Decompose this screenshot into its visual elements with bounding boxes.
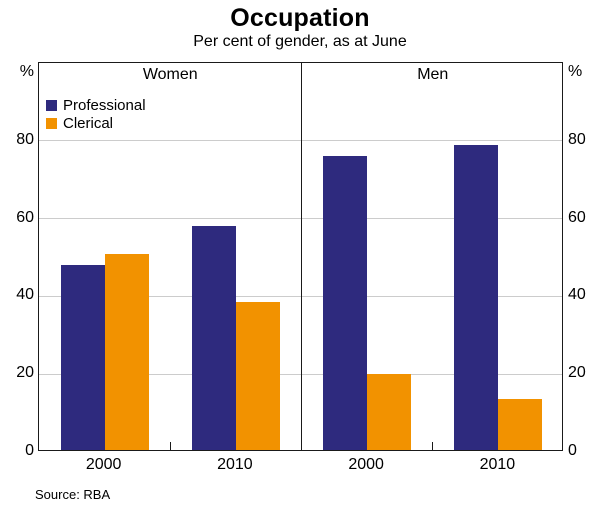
gridline-40	[39, 295, 562, 297]
x-axis-label-men-2010: 2010	[479, 456, 516, 473]
x-axis-label-women-2000: 2000	[85, 456, 122, 473]
y-axis-label-right-80: 80	[568, 130, 586, 148]
y-axis-label-right-60: 60	[568, 208, 586, 226]
plot-area: Women Men	[38, 62, 563, 451]
panel-label-women: Women	[142, 66, 198, 83]
gridline-20	[39, 373, 562, 375]
y-axis-label-left-40: 40	[16, 286, 34, 304]
panel-divider	[301, 63, 302, 450]
x-axis-label-men-2000: 2000	[348, 456, 384, 473]
bar-men-2000-clerical	[367, 374, 412, 450]
chart-title: Occupation	[230, 4, 370, 32]
legend-label-clerical: Clerical	[63, 114, 114, 132]
chart-subtitle: Per cent of gender, as at June	[193, 33, 407, 50]
y-axis-label-left-0: 0	[25, 442, 34, 459]
legend: Professional Clerical	[46, 96, 146, 132]
legend-item-clerical: Clerical	[46, 114, 146, 132]
bar-men-2000-professional	[323, 156, 368, 450]
y-axis-unit-left: %	[19, 63, 34, 80]
gridline-60	[39, 218, 562, 220]
x-axis-label-women-2010: 2010	[217, 456, 253, 473]
bar-women-2010-professional	[191, 226, 236, 450]
x-axis-tick	[169, 442, 171, 450]
y-axis-label-right-0: 0	[568, 442, 577, 459]
gridline-80	[39, 140, 562, 142]
x-axis-tick	[432, 442, 434, 450]
y-axis-label-right-20: 20	[568, 364, 586, 382]
legend-item-professional: Professional	[46, 96, 146, 114]
professional-swatch-icon	[46, 99, 57, 111]
legend-label-professional: Professional	[63, 96, 146, 114]
source-note: Source: RBA	[35, 487, 111, 502]
bar-men-2010-clerical	[498, 399, 543, 450]
y-axis-unit-right: %	[568, 63, 583, 80]
panel-label-men: Men	[417, 66, 449, 83]
y-axis-label-left-20: 20	[16, 364, 34, 382]
bar-women-2000-professional	[60, 265, 105, 450]
bar-women-2000-clerical	[104, 253, 149, 450]
bar-men-2010-professional	[454, 144, 499, 450]
y-axis-label-right-40: 40	[568, 286, 586, 304]
bar-women-2010-clerical	[235, 302, 280, 450]
y-axis-label-left-80: 80	[16, 130, 34, 148]
y-axis-label-left-60: 60	[16, 208, 34, 226]
clerical-swatch-icon	[46, 117, 57, 129]
